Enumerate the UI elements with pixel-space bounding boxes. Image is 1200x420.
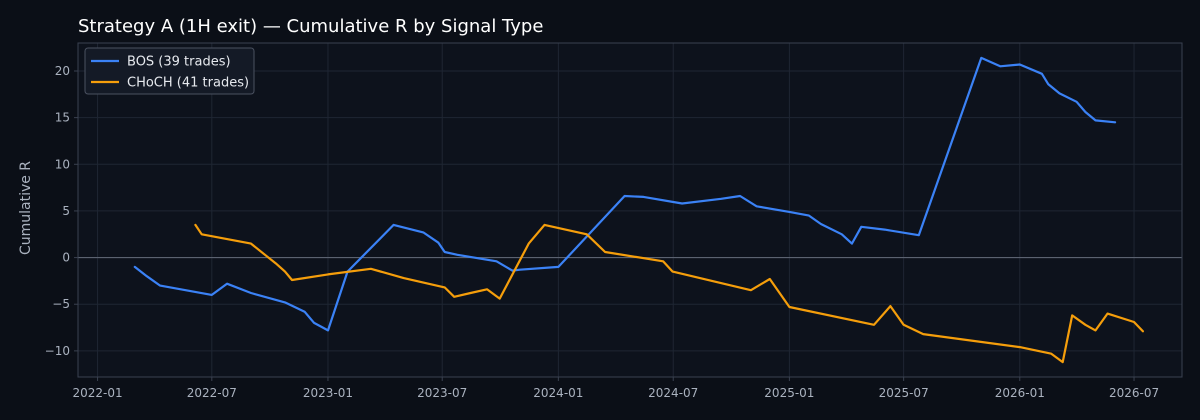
series-layer <box>133 56 1145 364</box>
y-axis-ticks: −10 −5 0 5 10 15 20 <box>45 64 78 358</box>
x-tick-label: 2025-07 <box>879 386 929 400</box>
y-tick-label: 0 <box>62 251 70 265</box>
y-tick-label: 15 <box>55 111 70 125</box>
legend: BOS (39 trades) CHoCH (41 trades) <box>84 47 255 95</box>
y-tick-label: −5 <box>52 297 70 311</box>
chart-title: Strategy A (1H exit) — Cumulative R by S… <box>78 16 543 37</box>
y-tick-label: 20 <box>55 64 70 78</box>
series-line-choch <box>194 223 1145 364</box>
x-tick-label: 2026-01 <box>995 386 1045 400</box>
x-tick-label: 2023-07 <box>417 386 467 400</box>
series-line-bos <box>133 56 1117 332</box>
x-tick-label: 2026-07 <box>1109 386 1159 400</box>
y-tick-label: −10 <box>45 344 70 358</box>
x-tick-label: 2024-07 <box>648 386 698 400</box>
x-tick-label: 2022-07 <box>187 386 237 400</box>
legend-label: CHoCH (41 trades) <box>127 76 249 91</box>
legend-label: BOS (39 trades) <box>127 55 231 70</box>
plot-frame <box>77 42 1183 378</box>
plot-area <box>78 43 1182 377</box>
x-tick-label: 2023-01 <box>303 386 353 400</box>
y-tick-label: 5 <box>62 204 70 218</box>
y-tick-label: 10 <box>55 157 70 171</box>
x-axis-ticks: 2022-01 2022-07 2023-01 2023-07 2024-01 2024-… <box>72 377 1159 400</box>
legend-box <box>84 47 255 95</box>
x-tick-label: 2022-01 <box>72 386 122 400</box>
x-tick-label: 2025-01 <box>764 386 814 400</box>
y-axis-label: Cumulative R <box>18 161 34 255</box>
x-tick-label: 2024-01 <box>533 386 583 400</box>
